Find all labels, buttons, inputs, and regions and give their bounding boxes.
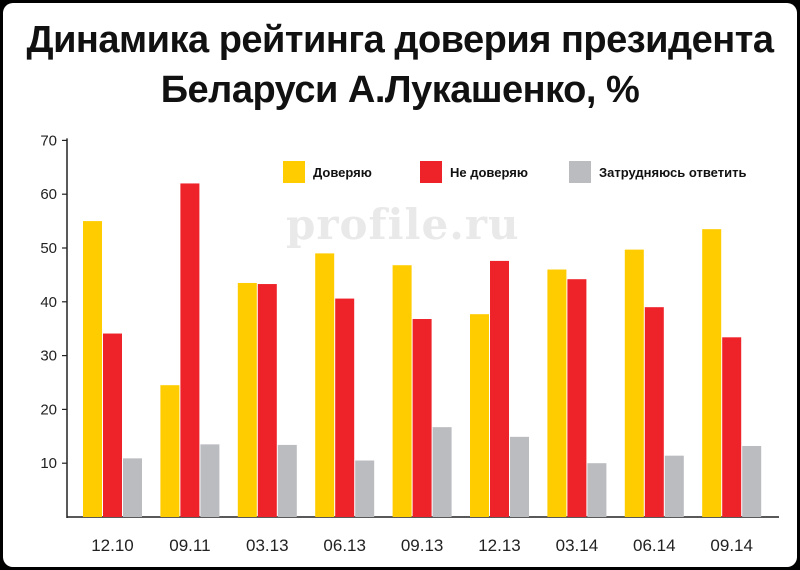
legend-label: Не доверяю — [450, 164, 528, 180]
bar-undecided — [510, 436, 529, 517]
bar-undecided — [277, 444, 297, 517]
x-tick-label: 03.13 — [246, 536, 289, 555]
bar-trust — [392, 265, 412, 517]
x-tick-label: 06.14 — [633, 536, 676, 555]
y-tick-label: 70 — [40, 132, 57, 149]
bar-trust — [237, 282, 257, 517]
bar-distrust — [490, 260, 509, 517]
legend-label: Доверяю — [313, 164, 372, 180]
bar-distrust — [722, 337, 742, 517]
bar-undecided — [664, 455, 684, 517]
bar-distrust — [412, 319, 432, 517]
x-tick-label: 09.13 — [401, 536, 444, 555]
y-tick-label: 10 — [40, 455, 57, 472]
legend-swatch — [569, 161, 591, 183]
x-tick-label: 03.14 — [556, 536, 599, 555]
y-tick-label: 20 — [40, 401, 57, 418]
chart-title-line-2: Беларуси А.Лукашенко, % — [160, 69, 640, 111]
y-tick-label: 50 — [40, 240, 57, 257]
legend-item: Не доверяю — [420, 161, 528, 183]
bar-undecided — [432, 427, 452, 517]
bar-distrust — [644, 307, 664, 517]
x-tick-label: 06.13 — [323, 536, 366, 555]
legend-label: Затрудняюсь ответить — [599, 164, 747, 180]
y-tick-label: 60 — [40, 186, 57, 203]
watermark: profile.ru — [286, 200, 520, 249]
bar-trust — [83, 221, 102, 517]
y-tick-label: 30 — [40, 348, 57, 365]
bar-trust — [470, 314, 489, 517]
bar-trust — [702, 229, 722, 518]
legend-item: Доверяю — [283, 161, 372, 183]
x-tick-label: 12.13 — [478, 536, 521, 555]
chart-frame: Динамика рейтинга доверия президента Бел… — [3, 3, 797, 567]
bar-undecided — [355, 460, 375, 517]
legend-item: Затрудняюсь ответить — [569, 161, 746, 183]
bar-distrust — [257, 284, 277, 517]
bar-distrust — [103, 333, 122, 517]
bar-trust — [547, 269, 567, 517]
y-tick-label: 40 — [40, 294, 57, 311]
bar-undecided — [587, 463, 607, 517]
bar-distrust — [335, 298, 355, 517]
bar-trust — [160, 385, 180, 517]
bar-trust — [624, 249, 644, 517]
bar-undecided — [200, 444, 220, 517]
x-tick-label: 09.14 — [710, 536, 753, 555]
bar-trust — [315, 253, 335, 517]
legend-swatch — [283, 161, 305, 183]
bar-undecided — [742, 445, 762, 517]
bar-undecided — [123, 458, 142, 517]
chart-title-line-1: Динамика рейтинга доверия президента — [26, 19, 774, 61]
bar-distrust — [180, 183, 200, 517]
x-tick-label: 09.11 — [169, 536, 210, 555]
chart-title: Динамика рейтинга доверия президента Бел… — [3, 15, 797, 115]
bar-distrust — [567, 279, 587, 517]
x-tick-label: 12.10 — [91, 536, 134, 555]
bar-chart: 10 20 30 40 50 60 70 12.10 09.11 03.13 06.13 09.13 1… — [40, 132, 779, 555]
legend-swatch — [420, 161, 442, 183]
